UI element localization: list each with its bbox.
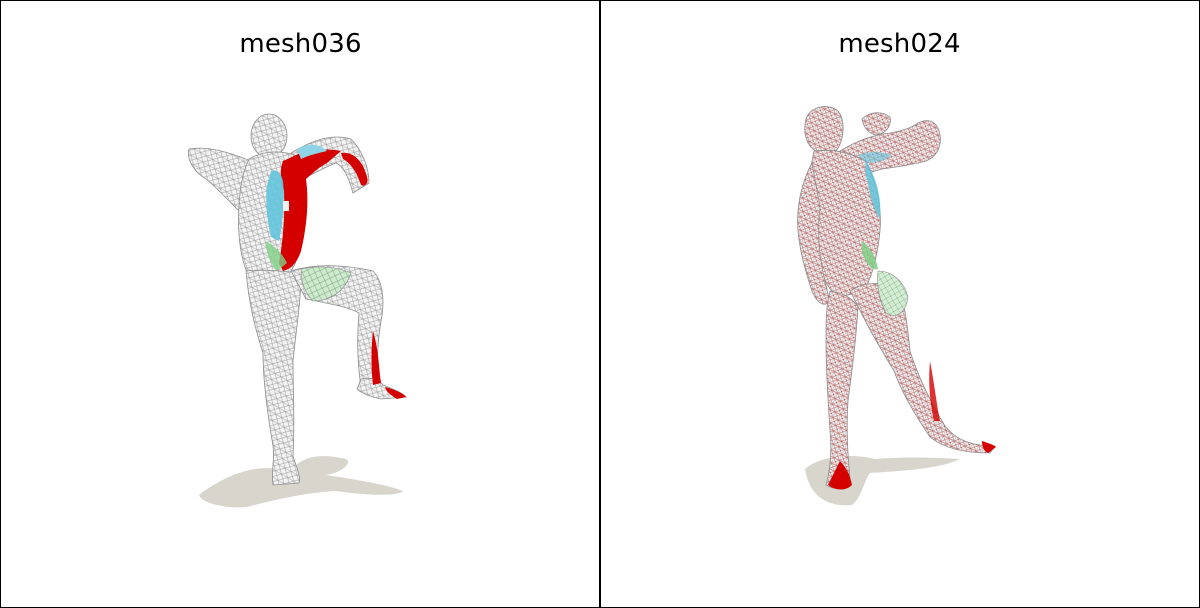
panel-title: mesh036: [239, 29, 362, 59]
panel-title: mesh024: [838, 29, 961, 59]
segment-highlight: [828, 152, 996, 490]
ground-shadow: [199, 456, 403, 508]
mesh036-render: [188, 113, 407, 508]
panel-divider: [599, 1, 601, 607]
panel-mesh024: mesh024: [600, 1, 1199, 607]
panel-mesh036: mesh036: [1, 1, 600, 607]
segment-highlight: [265, 144, 406, 399]
mesh024-render: [797, 106, 996, 506]
mesh-body: [797, 106, 996, 489]
